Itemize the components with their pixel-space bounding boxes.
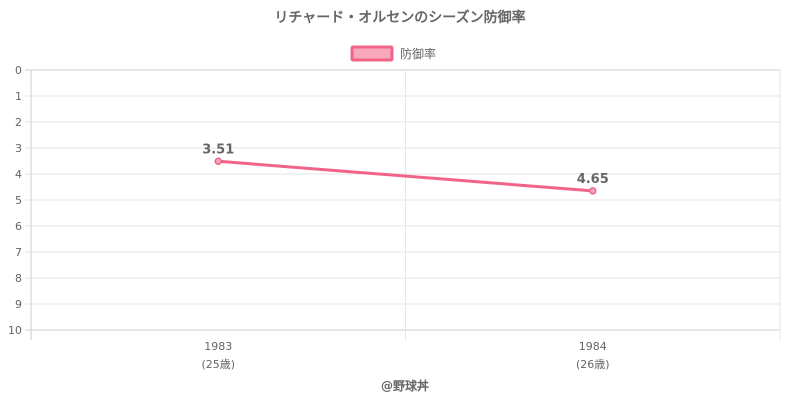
y-tick-label: 8	[15, 272, 22, 285]
x-tick-label: 1983	[204, 340, 232, 353]
data-point[interactable]	[214, 157, 222, 166]
y-tick-label: 1	[15, 90, 22, 103]
x-tick-sublabel: (26歳)	[576, 358, 610, 371]
y-tick-label: 5	[15, 194, 22, 207]
data-label: 4.65	[577, 172, 609, 187]
credit: @野球丼	[381, 378, 429, 393]
data-point[interactable]	[589, 187, 597, 195]
y-tick-label: 0	[15, 64, 22, 77]
series-line	[218, 159, 593, 193]
y-tick-label: 2	[15, 116, 22, 129]
y-tick-label: 9	[15, 298, 22, 311]
y-tick-label: 7	[15, 246, 22, 259]
series-era: 3.51 4.65	[202, 142, 609, 195]
x-axis: 1983 (25歳) 1984 (26歳)	[201, 340, 609, 371]
x-tick-sublabel: (25歳)	[201, 358, 235, 371]
x-tick-label: 1984	[579, 340, 607, 353]
y-tick-label: 4	[15, 168, 22, 181]
y-tick-label: 10	[8, 324, 22, 337]
legend-label[interactable]: 防御率	[400, 46, 436, 61]
gridlines	[25, 69, 781, 340]
y-axis: 0 1 2 3 4 5 6 7 8 9 10	[8, 64, 22, 337]
chart-title: リチャード・オルセンのシーズン防御率	[274, 9, 525, 26]
y-tick-label: 3	[15, 142, 22, 155]
y-tick-label: 6	[15, 220, 22, 233]
legend-swatch[interactable]	[350, 45, 394, 62]
data-label: 3.51	[202, 142, 234, 157]
